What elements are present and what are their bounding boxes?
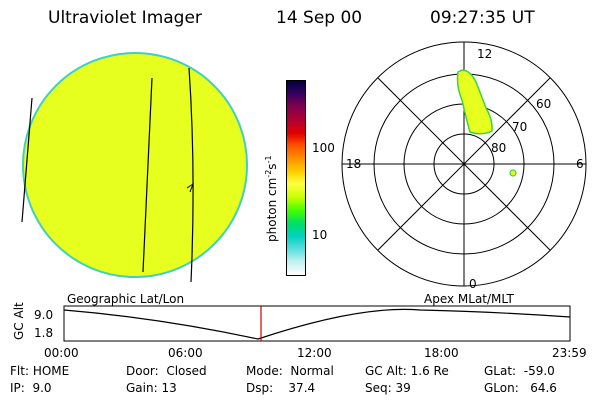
lat-label-60: 60 (536, 97, 552, 111)
colorbar-tick-100: 100 (312, 141, 335, 155)
info-dsp: Dsp: 37.4 (246, 381, 316, 395)
x-tick-0000: 00:00 (44, 346, 79, 360)
info-mode: Mode: Normal (246, 364, 334, 378)
info-glon: GLon: 64.6 (484, 381, 557, 395)
info-flt: Flt: HOME (10, 364, 70, 378)
x-tick-1800: 18:00 (424, 346, 459, 360)
info-door: Door: Closed (126, 364, 207, 378)
mlt-label-6: 6 (576, 157, 584, 171)
info-gc-alt: GC Alt: 1.6 Re (365, 364, 449, 378)
apex-label: Apex MLat/MLT (424, 292, 514, 306)
lat-label-70: 70 (512, 120, 528, 134)
lat-label-80: 80 (491, 141, 507, 155)
info-seq: Seq: 39 (365, 381, 411, 395)
info-ip: IP: 9.0 (10, 381, 52, 395)
x-tick-2359: 23:59 (552, 346, 587, 360)
x-tick-0600: 06:00 (168, 346, 203, 360)
date-label: 14 Sep 00 (276, 8, 363, 28)
time-label: 09:27:35 UT (430, 8, 535, 28)
y-tick-1-8: 1.8 (34, 326, 54, 340)
info-gain: Gain: 13 (126, 381, 177, 395)
app-title: Ultraviolet Imager (48, 8, 202, 28)
auroral-emission-region (456, 69, 493, 135)
info-glat: GLat: -59.0 (484, 364, 555, 378)
mlt-label-18: 18 (346, 157, 362, 171)
mlt-label-12: 12 (477, 47, 493, 61)
y-tick-9-0: 9.0 (34, 308, 54, 322)
mlt-label-0: 0 (469, 277, 477, 291)
intensity-colorbar (286, 80, 306, 276)
x-tick-1200: 12:00 (297, 346, 332, 360)
colorbar-tick-10: 10 (312, 228, 328, 242)
geographic-label: Geographic Lat/Lon (67, 292, 185, 306)
